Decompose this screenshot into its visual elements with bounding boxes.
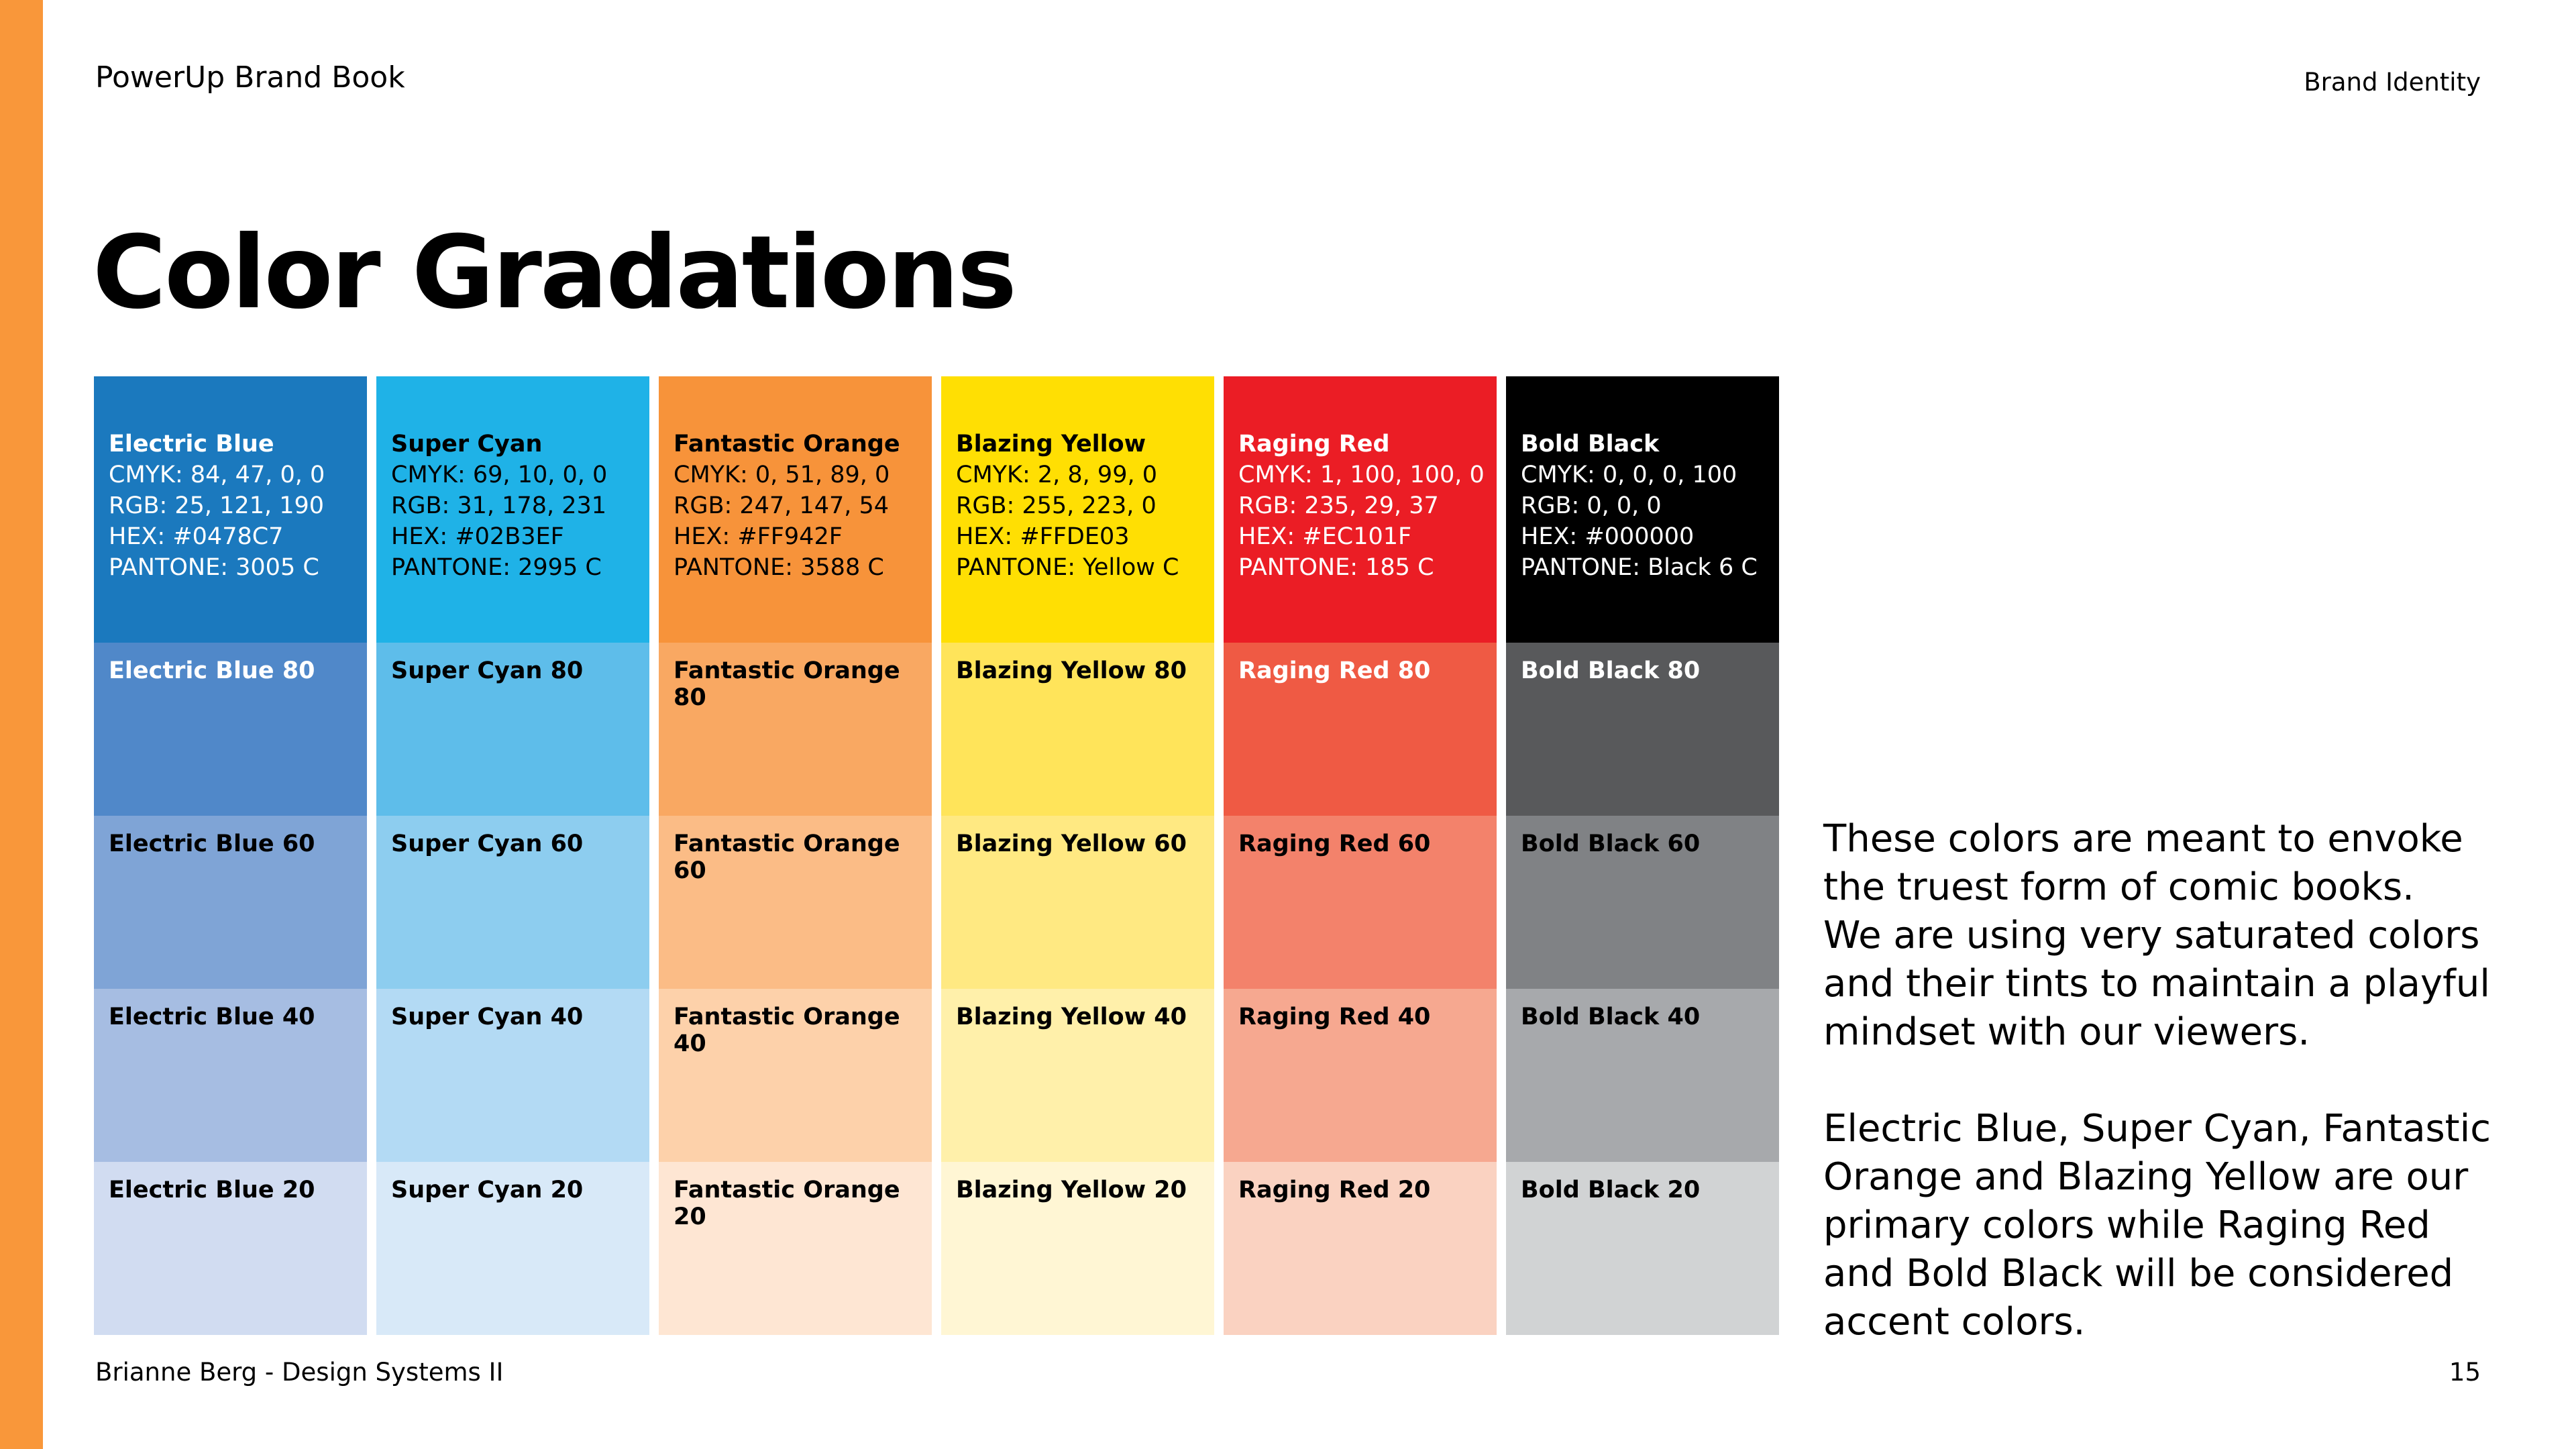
paragraph-line: accent colors. bbox=[1823, 1300, 2086, 1344]
page-number: 15 bbox=[2449, 1358, 2481, 1387]
tint-label: Super Cyan 80 bbox=[376, 643, 649, 816]
swatch-spec: RGB: 25, 121, 190 bbox=[109, 492, 325, 519]
tint-label: Blazing Yellow 60 bbox=[941, 816, 1214, 989]
tint-label: Super Cyan 20 bbox=[376, 1162, 649, 1335]
paragraph-line: Orange and Blazing Yellow are our bbox=[1823, 1155, 2469, 1199]
swatch-spec: PANTONE: 3588 C bbox=[674, 554, 884, 581]
swatch-spec: HEX: #02B3EF bbox=[391, 523, 564, 550]
swatch-spec: CMYK: 0, 0, 0, 100 bbox=[1521, 462, 1737, 488]
swatch-spec: RGB: 0, 0, 0 bbox=[1521, 492, 1662, 519]
swatch-base: Bold Black CMYK: 0, 0, 0, 100 RGB: 0, 0, 0… bbox=[1506, 376, 1779, 643]
paragraph: These colors are meant to envoke the true… bbox=[1823, 815, 2491, 1057]
swatch-spec: RGB: 235, 29, 37 bbox=[1238, 492, 1439, 519]
swatch-spec: CMYK: 69, 10, 0, 0 bbox=[391, 462, 608, 488]
header-section: Brand Identity bbox=[2304, 68, 2481, 97]
swatch-base: Super Cyan CMYK: 69, 10, 0, 0 RGB: 31, 178… bbox=[376, 376, 649, 643]
tint-label: Raging Red 80 bbox=[1224, 643, 1497, 816]
tint-label: Blazing Yellow 80 bbox=[941, 643, 1214, 816]
page-title: Color Gradations bbox=[93, 215, 1017, 331]
swatch-spec: HEX: #FFDE03 bbox=[956, 523, 1130, 550]
swatch-spec: PANTONE: Black 6 C bbox=[1521, 554, 1758, 581]
footer-author: Brianne Berg - Design Systems II bbox=[95, 1358, 504, 1387]
tint-label: Fantastic Orange 20 bbox=[659, 1162, 932, 1335]
swatch-spec: HEX: #0478C7 bbox=[109, 523, 284, 550]
swatch-name: Super Cyan bbox=[391, 431, 543, 458]
tint-label: Raging Red 20 bbox=[1224, 1162, 1497, 1335]
swatch-spec: PANTONE: 185 C bbox=[1238, 554, 1434, 581]
tint-label: Super Cyan 60 bbox=[376, 816, 649, 989]
swatch-spec: CMYK: 2, 8, 99, 0 bbox=[956, 462, 1157, 488]
tint-label: Fantastic Orange 60 bbox=[659, 816, 932, 989]
paragraph-line: the truest form of comic books. bbox=[1823, 865, 2414, 909]
swatch-spec: PANTONE: 2995 C bbox=[391, 554, 602, 581]
swatch-name: Bold Black bbox=[1521, 431, 1660, 458]
swatch-base: Electric Blue CMYK: 84, 47, 0, 0 RGB: 25, … bbox=[94, 376, 367, 643]
tint-label: Super Cyan 40 bbox=[376, 989, 649, 1162]
tint-label: Electric Blue 40 bbox=[94, 989, 367, 1162]
swatch-name: Fantastic Orange bbox=[674, 431, 900, 458]
swatch-name: Electric Blue bbox=[109, 431, 274, 458]
swatch-base: Blazing Yellow CMYK: 2, 8, 99, 0 RGB: 255,… bbox=[941, 376, 1214, 643]
swatch-spec: RGB: 255, 223, 0 bbox=[956, 492, 1157, 519]
tint-label: Electric Blue 80 bbox=[94, 643, 367, 816]
swatch-spec: HEX: #000000 bbox=[1521, 523, 1695, 550]
tint-label: Fantastic Orange 80 bbox=[659, 643, 932, 816]
swatch-base: Raging Red CMYK: 1, 100, 100, 0 RGB: 235, … bbox=[1224, 376, 1497, 643]
paragraph-line: We are using very saturated colors bbox=[1823, 914, 2480, 957]
tint-label: Bold Black 40 bbox=[1506, 989, 1779, 1162]
paragraph-line: These colors are meant to envoke bbox=[1823, 817, 2463, 861]
tint-label: Bold Black 20 bbox=[1506, 1162, 1779, 1335]
swatch-spec: PANTONE: 3005 C bbox=[109, 554, 319, 581]
swatch-base: Fantastic Orange CMYK: 0, 51, 89, 0 RGB: 2… bbox=[659, 376, 932, 643]
paragraph-line: primary colors while Raging Red bbox=[1823, 1203, 2430, 1247]
tint-label: Blazing Yellow 20 bbox=[941, 1162, 1214, 1335]
swatch-spec: CMYK: 0, 51, 89, 0 bbox=[674, 462, 890, 488]
tint-label: Fantastic Orange 40 bbox=[659, 989, 932, 1162]
swatch-spec: PANTONE: Yellow C bbox=[956, 554, 1179, 581]
paragraph-line: and Bold Black will be considered bbox=[1823, 1252, 2454, 1295]
description: These colors are meant to envoke the true… bbox=[1823, 815, 2491, 1395]
tint-label: Blazing Yellow 40 bbox=[941, 989, 1214, 1162]
swatch-spec: HEX: #FF942F bbox=[674, 523, 843, 550]
accent-bar bbox=[0, 0, 43, 1449]
swatch-spec: RGB: 31, 178, 231 bbox=[391, 492, 607, 519]
swatch-name: Blazing Yellow bbox=[956, 431, 1146, 458]
paragraph-line: mindset with our viewers. bbox=[1823, 1010, 2310, 1054]
swatch-spec: HEX: #EC101F bbox=[1238, 523, 1412, 550]
swatch-name: Raging Red bbox=[1238, 431, 1390, 458]
paragraph: Electric Blue, Super Cyan, Fantastic Oran… bbox=[1823, 1105, 2491, 1346]
swatch-spec: RGB: 247, 147, 54 bbox=[674, 492, 890, 519]
tint-label: Electric Blue 20 bbox=[94, 1162, 367, 1335]
swatch-spec: CMYK: 84, 47, 0, 0 bbox=[109, 462, 325, 488]
tint-label: Bold Black 60 bbox=[1506, 816, 1779, 989]
swatch-spec: CMYK: 1, 100, 100, 0 bbox=[1238, 462, 1485, 488]
tint-label: Raging Red 40 bbox=[1224, 989, 1497, 1162]
tint-label: Raging Red 60 bbox=[1224, 816, 1497, 989]
header-title: PowerUp Brand Book bbox=[95, 60, 405, 95]
paragraph-line: and their tints to maintain a playful bbox=[1823, 962, 2490, 1006]
tint-label: Electric Blue 60 bbox=[94, 816, 367, 989]
paragraph-line: Electric Blue, Super Cyan, Fantastic bbox=[1823, 1107, 2491, 1150]
tint-label: Bold Black 80 bbox=[1506, 643, 1779, 816]
